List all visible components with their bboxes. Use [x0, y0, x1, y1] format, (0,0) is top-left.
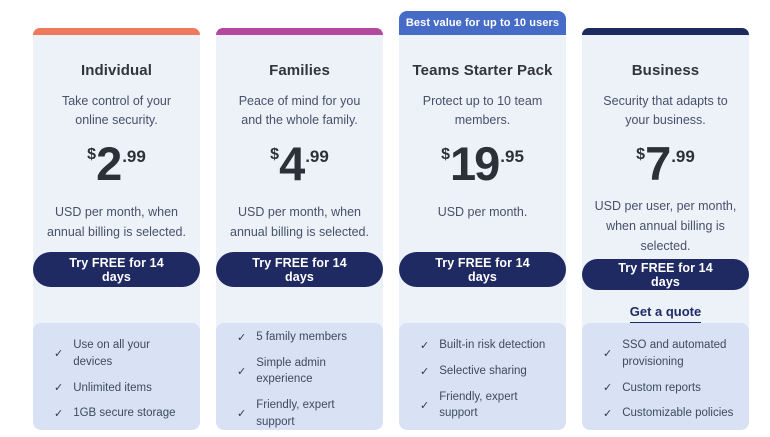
plan-title: Families — [269, 62, 330, 79]
pricing-card-families: Families Peace of mind for you and the w… — [216, 28, 383, 430]
feature-row: ✓ Friendly, expert support — [420, 389, 556, 422]
feature-row: ✓ Friendly, expert support — [237, 397, 373, 430]
check-icon: ✓ — [54, 408, 64, 420]
price-whole: 2 — [96, 137, 122, 190]
plan-title: Individual — [80, 62, 152, 79]
pricing-table: Individual Take control of your online s… — [33, 11, 770, 430]
feature-row: ✓ Custom reports — [603, 380, 739, 397]
card-body: Teams Starter Pack Protect up to 10 team… — [399, 35, 566, 430]
plan-description: Protect up to 10 team members. — [422, 94, 543, 128]
price-fraction: .99 — [305, 147, 329, 166]
pricing-card-teams-starter-pack: Best value for up to 10 users Teams Star… — [399, 11, 566, 430]
check-icon: ✓ — [420, 399, 430, 412]
price-whole: 7 — [645, 137, 671, 190]
feature-row: ✓ Use on all your devices — [54, 337, 190, 370]
check-icon: ✓ — [603, 382, 613, 395]
card-body: Individual Take control of your online s… — [33, 35, 200, 430]
check-icon: ✓ — [420, 365, 430, 378]
plan-title: Business — [631, 62, 700, 79]
price-fraction: .99 — [671, 147, 695, 166]
feature-label: Simple admin experience — [256, 356, 326, 386]
pricing-card-business: Business Security that adapts to your bu… — [582, 28, 749, 430]
check-icon: ✓ — [237, 408, 247, 421]
plan-price: $ 2 .99 — [87, 137, 146, 193]
feature-row: ✓ Built-in risk detection — [420, 337, 556, 354]
get-a-quote-link[interactable]: Get a quote — [629, 304, 702, 323]
plan-description: Security that adapts to your business. — [603, 94, 728, 128]
check-icon: ✓ — [603, 348, 613, 361]
feature-list: ✓ Built-in risk detection ✓ Selective sh… — [399, 323, 566, 430]
plan-price: $ 4 .99 — [270, 137, 329, 193]
feature-label: Custom reports — [622, 381, 701, 394]
feature-label: SSO and automated provisioning — [622, 339, 727, 368]
accent-stripe — [582, 28, 749, 35]
feature-list: ✓ 5 family members ✓ Simple admin experi… — [216, 323, 383, 430]
pricing-card-individual: Individual Take control of your online s… — [33, 28, 200, 430]
billing-note: USD per month, when annual billing is se… — [47, 205, 186, 239]
plan-description: Peace of mind for you and the whole fami… — [238, 94, 361, 128]
check-icon: ✓ — [54, 348, 64, 361]
feature-label: Selective sharing — [439, 364, 527, 377]
feature-label: 5 family members — [256, 330, 347, 343]
try-free-button[interactable]: Try FREE for 14 days — [33, 252, 200, 287]
billing-note: USD per month. — [437, 205, 528, 219]
feature-row: ✓ 1GB secure storage — [54, 405, 190, 422]
feature-label: Built-in risk detection — [439, 339, 546, 352]
accent-stripe — [33, 28, 200, 35]
feature-row: ✓ 5 family members — [237, 329, 373, 346]
price-whole: 4 — [279, 137, 305, 190]
price-whole: 19 — [449, 137, 500, 190]
feature-row: ✓ SSO and automated provisioning — [603, 337, 739, 370]
billing-note: USD per user, per month, when annual bil… — [594, 199, 737, 254]
feature-label: Customizable policies — [622, 407, 734, 420]
accent-stripe — [216, 28, 383, 35]
feature-label: 1GB secure storage — [73, 407, 176, 420]
feature-row: ✓ Unlimited items — [54, 380, 190, 397]
check-icon: ✓ — [420, 339, 430, 352]
try-free-button[interactable]: Try FREE for 14 days — [399, 252, 566, 287]
best-value-badge: Best value for up to 10 users — [399, 11, 566, 35]
card-body: Business Security that adapts to your bu… — [582, 35, 749, 430]
price-currency: $ — [636, 146, 646, 163]
price-fraction: .95 — [500, 147, 524, 166]
check-icon: ✓ — [237, 331, 247, 344]
price-currency: $ — [270, 146, 280, 163]
try-free-button[interactable]: Try FREE for 14 days — [216, 252, 383, 287]
feature-row: ✓ Selective sharing — [420, 363, 556, 380]
billing-note: USD per month, when annual billing is se… — [230, 205, 369, 239]
feature-label: Unlimited items — [73, 381, 152, 394]
feature-label: Friendly, expert support — [256, 398, 335, 428]
plan-description: Take control of your online security. — [61, 94, 172, 128]
feature-row: ✓ Simple admin experience — [237, 355, 373, 388]
check-icon: ✓ — [237, 365, 247, 378]
feature-label: Use on all your devices — [73, 339, 150, 368]
price-fraction: .99 — [122, 147, 146, 166]
plan-price: $ 19 .95 — [441, 137, 524, 193]
feature-list: ✓ SSO and automated provisioning ✓ Custo… — [582, 323, 749, 430]
plan-title: Teams Starter Pack — [412, 62, 553, 79]
price-currency: $ — [87, 146, 97, 163]
check-icon: ✓ — [54, 382, 64, 395]
card-body: Families Peace of mind for you and the w… — [216, 35, 383, 430]
feature-label: Friendly, expert support — [439, 390, 518, 420]
try-free-button[interactable]: Try FREE for 14 days — [582, 259, 749, 290]
check-icon: ✓ — [603, 408, 613, 420]
feature-row: ✓ Customizable policies — [603, 405, 739, 422]
price-currency: $ — [441, 146, 450, 163]
feature-list: ✓ Use on all your devices ✓ Unlimited it… — [33, 323, 200, 430]
plan-price: $ 7 .99 — [636, 137, 695, 190]
